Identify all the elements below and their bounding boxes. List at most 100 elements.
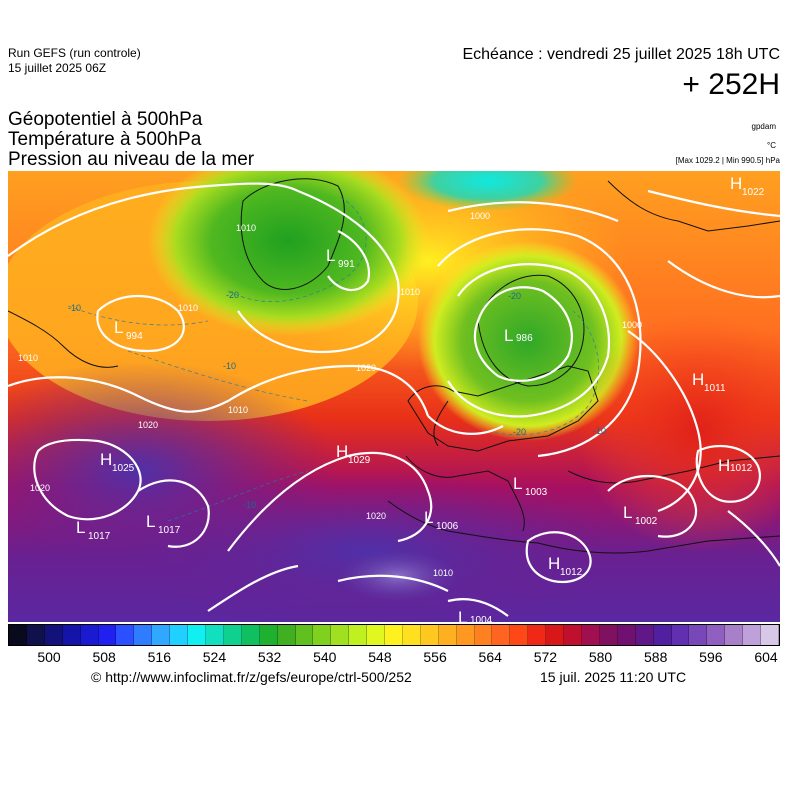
colorbar-swatch	[456, 625, 475, 645]
isobar-label: 1000	[622, 320, 642, 330]
colorbar-tick-label: 516	[147, 649, 171, 665]
low-center: L 1004	[458, 608, 493, 622]
low-center: L 1006	[424, 508, 459, 532]
colorbar-swatch	[9, 625, 27, 645]
isobar-labels: 1000 1010 1010 1020 1010 1010 1020 1020 …	[18, 211, 642, 578]
svg-text:L: L	[513, 474, 522, 493]
field-title-geopotential: Géopotentiel à 500hPa	[8, 109, 203, 130]
colorbar-swatch	[599, 625, 618, 645]
colorbar-swatch	[761, 625, 779, 645]
svg-text:1022: 1022	[742, 187, 765, 198]
colorbar-swatch	[420, 625, 439, 645]
isotherm-label: -20	[226, 290, 239, 300]
colorbar-swatch	[205, 625, 224, 645]
low-center: L 986	[504, 326, 533, 345]
isotherm-label: -10	[223, 361, 236, 371]
low-center: L 1017	[146, 512, 181, 536]
svg-text:H: H	[336, 442, 348, 461]
colorbar	[8, 624, 780, 646]
colorbar-swatch	[564, 625, 582, 645]
svg-text:L: L	[504, 326, 513, 345]
low-center: L 994	[114, 318, 143, 342]
colorbar-tick-label: 604	[754, 649, 778, 665]
high-center: H 1012	[718, 456, 753, 475]
isobar-label: 1010	[228, 405, 248, 415]
unit-geopotential: gpdam	[751, 122, 776, 131]
colorbar-swatch	[134, 625, 153, 645]
colorbar-swatch	[743, 625, 762, 645]
isobar-label: 1020	[30, 483, 50, 493]
colorbar-swatch	[349, 625, 368, 645]
colorbar-tick-label: 540	[313, 649, 337, 665]
map-svg: -20 -20 -10 -10 -20 -10 -10 1000 1010 10…	[8, 171, 780, 622]
field-title-temperature: Température à 500hPa	[8, 129, 202, 150]
colorbar-tick-label: 556	[423, 649, 447, 665]
colorbar-swatch	[671, 625, 690, 645]
colorbar-swatch	[510, 625, 529, 645]
isotherm-label: -10	[593, 426, 606, 436]
forecast-map: -20 -20 -10 -10 -20 -10 -10 1000 1010 10…	[8, 171, 780, 622]
svg-text:H: H	[692, 370, 704, 389]
colorbar-tick-label: 580	[588, 649, 613, 665]
colorbar-swatch	[62, 625, 81, 645]
svg-text:1003: 1003	[525, 487, 548, 498]
colorbar-tick-label: 524	[202, 649, 227, 665]
svg-text:1017: 1017	[88, 531, 111, 542]
high-center: H 1025	[100, 450, 135, 474]
low-center: L 1003	[513, 474, 548, 498]
svg-text:1025: 1025	[112, 463, 135, 474]
svg-text:1012: 1012	[560, 567, 583, 578]
cold-pool-scandinavia	[418, 241, 638, 441]
svg-text:991: 991	[338, 259, 355, 270]
colorbar-tick-label: 596	[699, 649, 723, 665]
generation-timestamp: 15 juil. 2025 11:20 UTC	[540, 669, 687, 685]
svg-text:L: L	[326, 246, 335, 265]
isobars	[8, 182, 780, 617]
coastlines	[8, 178, 780, 554]
colorbar-tick-label: 500	[37, 649, 61, 665]
colorbar-tick-label: 588	[644, 649, 668, 665]
colorbar-tick-label: 532	[257, 649, 282, 665]
isotherm-label: -10	[68, 303, 81, 313]
colorbar-swatch	[707, 625, 726, 645]
cold-pool-greenland	[148, 171, 428, 336]
svg-text:L: L	[424, 508, 433, 527]
colorbar-swatch	[438, 625, 457, 645]
isobar-label: 1010	[18, 353, 38, 363]
svg-text:L: L	[114, 318, 123, 337]
isobar-label: 1020	[138, 420, 158, 430]
run-name: Run GEFS (run controle)	[8, 46, 141, 60]
pressure-range: [Max 1029.2 | Min 990.5] hPa	[675, 156, 780, 165]
svg-text:L: L	[146, 512, 155, 531]
colorbar-swatch	[277, 625, 296, 645]
colorbar-swatch	[546, 625, 565, 645]
colorbar-swatch	[492, 625, 511, 645]
svg-text:1029: 1029	[348, 455, 371, 466]
colorbar-swatch	[170, 625, 189, 645]
isobar-label: 1010	[400, 287, 420, 297]
low-center: L 1017	[76, 518, 111, 542]
high-center: H 1029	[336, 442, 371, 466]
colorbar-swatch	[385, 625, 403, 645]
svg-text:H: H	[730, 174, 742, 193]
pressure-centers: H 1022 L 991 L 994 L 986 H 1011 H 1025 H 1029 L…	[76, 174, 765, 622]
svg-text:1006: 1006	[436, 521, 459, 532]
colorbar-tick-label: 572	[533, 649, 558, 665]
cold-core-arctic	[398, 171, 578, 211]
svg-text:994: 994	[126, 331, 143, 342]
svg-text:L: L	[623, 503, 632, 522]
colorbar-swatch	[44, 625, 63, 645]
colorbar-swatch	[241, 625, 260, 645]
colorbar-swatch	[635, 625, 654, 645]
low-center: L 1002	[623, 503, 658, 527]
lead-time: + 252H	[682, 68, 780, 101]
colorbar-swatch	[402, 625, 421, 645]
colorbar-swatch	[653, 625, 672, 645]
colorbar-swatch	[528, 625, 547, 645]
svg-text:986: 986	[516, 333, 533, 344]
colorbar-swatch	[223, 625, 242, 645]
isobar-label: 1020	[366, 511, 386, 521]
colorbar-tick-label: 508	[92, 649, 116, 665]
isobar-label: 1010	[236, 223, 256, 233]
svg-text:L: L	[76, 518, 85, 537]
